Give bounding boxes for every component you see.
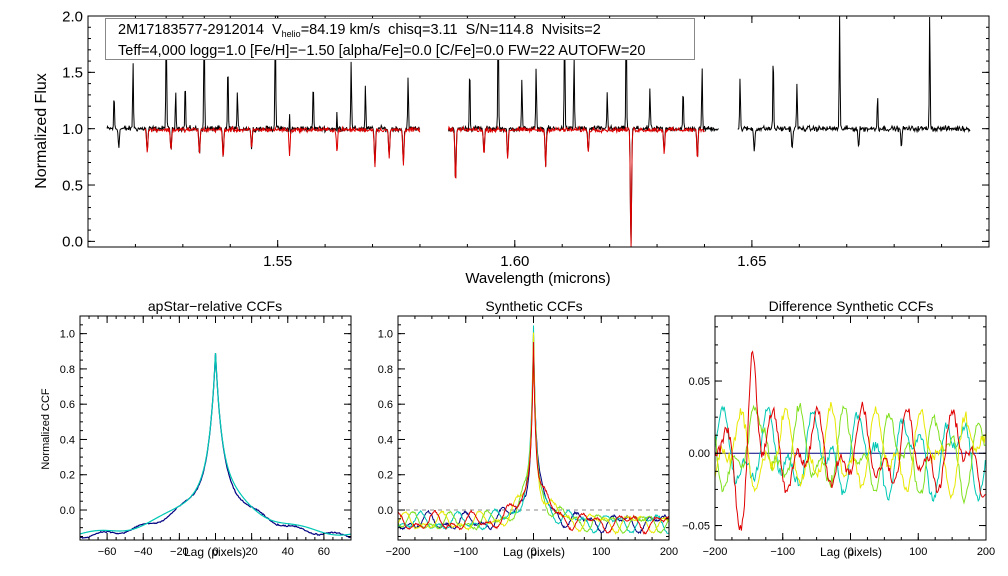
y-tick-label: 0.8 [378,364,393,376]
x-tick-label: −20 [170,546,189,558]
synthetic-ccf-panel: Synthetic CCFs −200 −100 0 100 200 0.0 0.2 0.4 0… [378,298,678,559]
difference-ccf-plot-frame [714,315,987,541]
y-tick-label: 0.2 [378,470,393,482]
apstar-ccf-line [79,353,352,536]
x-tick-label: 0 [847,546,853,558]
y-tick-label: 1.0 [378,328,393,340]
x-tick-label: 100 [592,546,610,558]
y-tick-label: 0.0 [62,234,83,251]
apstar-ccf-x-axis-label: Lag (pixels) [184,545,246,559]
x-tick-label: 60 [318,546,330,558]
synthetic-ccf-line [397,325,670,534]
y-tick-label: 1.5 [62,65,83,82]
difference-ccf-line [714,403,986,505]
difference-ccf-panel: Difference Synthetic CCFs −200 −100 0 100 20… [682,298,995,559]
chisq-value: chisq=3.11 [388,22,458,38]
spectrum-axes: 1.55 1.60 1.65 0.0 0.5 1.0 1.5 2.0 [62,8,989,270]
apstar-ccf-series [79,353,352,539]
spectrum-segment [144,125,421,168]
info-line-1: 2M17183577-2912014 Vhelio=84.19 km/s chi… [118,22,694,43]
y-tick-label: 0.05 [689,376,710,388]
synthetic-ccf-axes: −200 −100 0 100 200 0.0 0.2 0.4 0.6 0.8 1.0 [378,316,678,558]
difference-ccf-line [714,402,986,500]
spectrum-y-axis-label: Normalized Flux [33,73,50,189]
apstar-ccf-panel: apStar−relative CCFs −60 −40 −20 0 20 40 60 0.0… [40,298,352,559]
x-tick-label: 200 [660,546,678,558]
x-tick-label: −200 [386,546,411,558]
synthetic-ccf-x-axis-label: Lag (pixels) [503,545,565,559]
x-tick-label: 1.55 [263,253,292,270]
y-tick-label: 0.4 [378,434,393,446]
x-tick-label: 100 [909,546,927,558]
v-helio-subscript: helio [281,29,301,39]
y-tick-label: 0.6 [378,399,393,411]
x-tick-label: −200 [703,546,728,558]
y-tick-label: 0.0 [60,505,75,517]
x-tick-label: −100 [770,546,795,558]
spectrum-info-box: 2M17183577-2912014 Vhelio=84.19 km/s chi… [105,18,695,60]
y-tick-label: 0.4 [60,434,75,446]
spectrum-segment [447,125,705,248]
difference-ccf-line [714,350,986,531]
spectrum-series [106,15,971,248]
x-tick-label: 40 [282,546,294,558]
apstar-ccf-line [79,353,352,539]
x-tick-label: −60 [98,546,117,558]
x-tick-label: 0 [212,546,218,558]
y-tick-label: 0.00 [689,448,710,460]
y-tick-label: 0.0 [378,505,393,517]
y-tick-label: 0.5 [62,177,83,194]
difference-ccf-title: Difference Synthetic CCFs [769,298,934,314]
x-tick-label: −40 [134,546,153,558]
apstar-ccf-y-axis-label: Normalized CCF [40,388,52,470]
star-id: 2M17183577-2912014 [118,22,264,38]
apstar-ccf-axes: −60 −40 −20 0 20 40 60 0.0 0.2 0.4 0.6 0.8 1.0 [60,316,352,558]
v-helio-label: V [272,22,282,38]
x-tick-label: 1.60 [500,253,529,270]
synthetic-ccf-line [397,341,670,535]
info-line-2: Teff=4,000 logg=1.0 [Fe/H]=−1.50 [alpha/… [118,43,694,60]
spectrum-panel: 1.55 1.60 1.65 0.0 0.5 1.0 1.5 2.0 Normalized F… [33,8,990,287]
spectrum-segment [737,15,971,152]
y-tick-label: 2.0 [62,8,83,25]
spectrum-series-best-fit-model [144,125,705,248]
nvisits-value: Nvisits=2 [541,22,601,38]
difference-ccf-line [714,405,986,503]
y-tick-label: 1.0 [60,328,75,340]
y-tick-label: 0.8 [60,364,75,376]
snr-value: S/N=114.8 [465,22,534,38]
stellar-params: Teff=4,000 logg=1.0 [Fe/H]=−1.50 [alpha/… [118,43,646,59]
y-tick-label: −0.05 [682,520,710,532]
y-tick-label: 0.2 [60,470,75,482]
difference-ccf-series [714,350,986,531]
synthetic-ccf-title: Synthetic CCFs [485,298,582,314]
difference-ccf-axes: −200 −100 0 100 200 −0.05 0.00 0.05 [682,316,995,558]
x-tick-label: −100 [453,546,478,558]
y-tick-label: 0.6 [60,399,75,411]
v-helio-value: =84.19 km/s [300,22,381,38]
x-tick-label: 0 [530,546,536,558]
difference-ccf-x-axis-label: Lag (pixels) [820,545,882,559]
x-tick-label: 1.65 [737,253,766,270]
apstar-ccf-plot-frame [79,315,352,541]
spectrum-x-axis-label: Wavelength (microns) [465,270,610,287]
x-tick-label: 200 [977,546,995,558]
x-tick-label: 20 [246,546,258,558]
apstar-ccf-title: apStar−relative CCFs [148,298,282,314]
y-tick-label: 1.0 [62,121,83,138]
synthetic-ccf-series [397,325,670,535]
spectrum-plot-frame [87,15,990,248]
